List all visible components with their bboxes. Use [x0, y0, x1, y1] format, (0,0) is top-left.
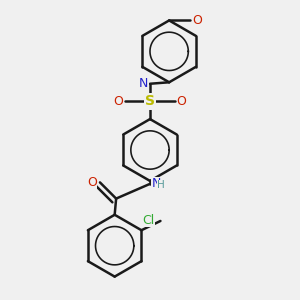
Text: Cl: Cl — [142, 214, 154, 227]
Text: H: H — [158, 180, 165, 190]
Text: H: H — [139, 77, 147, 87]
Text: N: N — [139, 77, 148, 90]
Text: S: S — [145, 94, 155, 108]
Text: O: O — [87, 176, 97, 189]
Text: O: O — [114, 95, 124, 108]
Text: N: N — [152, 177, 161, 190]
Text: O: O — [193, 14, 202, 27]
Text: O: O — [176, 95, 186, 108]
